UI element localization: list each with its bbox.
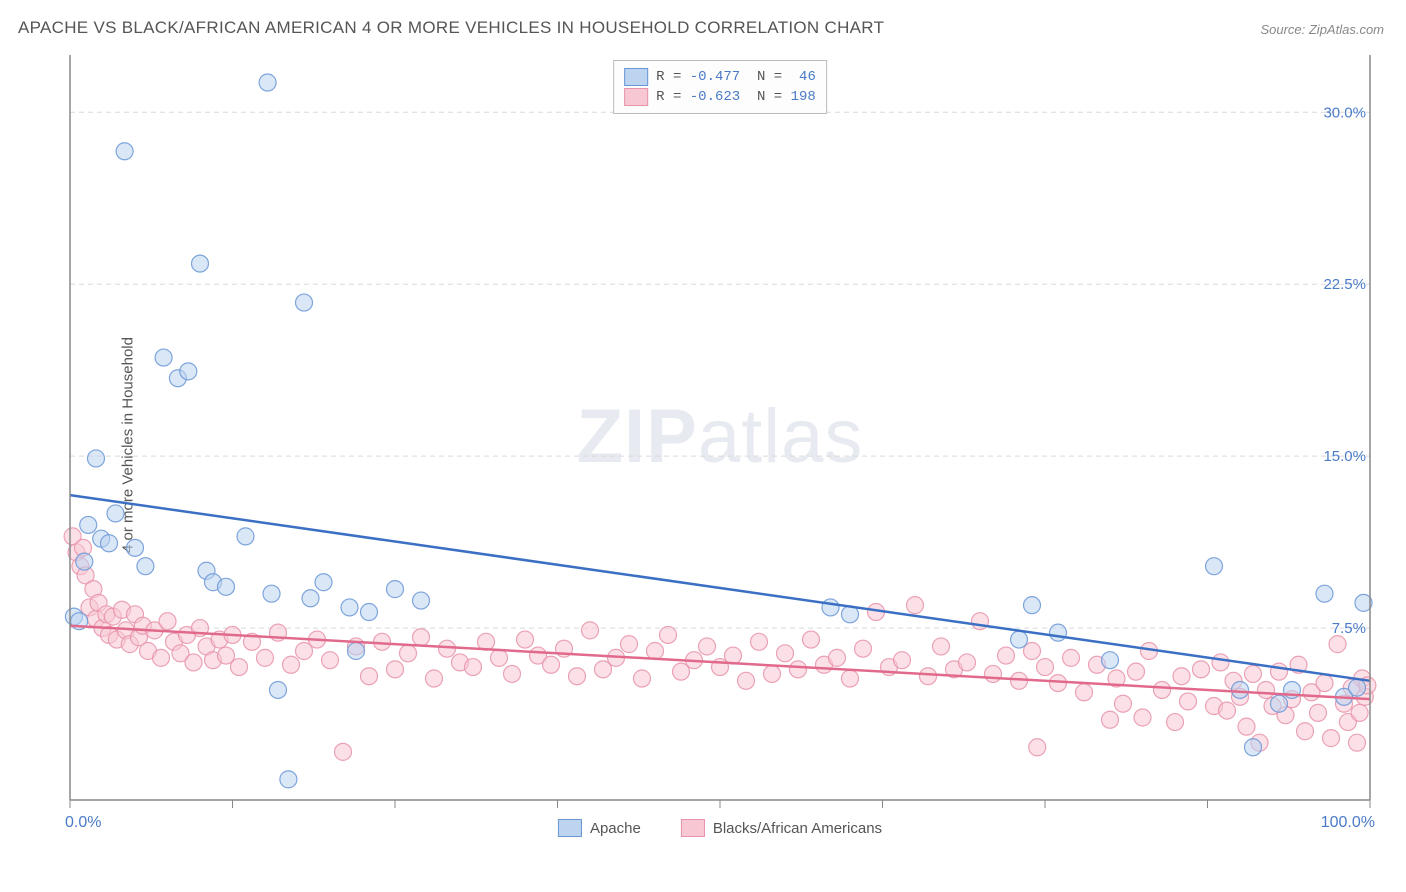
scatter-plot: 7.5% 15.0% 22.5% 30.0%	[55, 55, 1385, 835]
svg-text:30.0%: 30.0%	[1323, 104, 1366, 121]
chart-title: APACHE VS BLACK/AFRICAN AMERICAN 4 OR MO…	[18, 18, 884, 38]
legend-row-blacks: R = -0.623 N = 198	[624, 87, 816, 107]
source-credit: Source: ZipAtlas.com	[1260, 22, 1384, 37]
svg-text:7.5%: 7.5%	[1332, 620, 1366, 637]
swatch-blacks	[624, 88, 648, 106]
swatch-blacks-icon	[681, 819, 705, 837]
x-tick-label-min: 0.0%	[65, 814, 101, 832]
correlation-legend: R = -0.477 N = 46 R = -0.623 N = 198	[613, 60, 827, 114]
legend-item-apache: Apache	[558, 819, 641, 837]
svg-text:15.0%: 15.0%	[1323, 448, 1366, 465]
swatch-apache-icon	[558, 819, 582, 837]
series-legend: Apache Blacks/African Americans	[558, 819, 882, 837]
x-tick-label-max: 100.0%	[1321, 814, 1375, 832]
svg-text:22.5%: 22.5%	[1323, 276, 1366, 293]
legend-item-blacks: Blacks/African Americans	[681, 819, 882, 837]
legend-row-apache: R = -0.477 N = 46	[624, 67, 816, 87]
swatch-apache	[624, 68, 648, 86]
chart-area: 4 or more Vehicles in Household ZIPatlas…	[55, 55, 1385, 835]
legend-label-blacks: Blacks/African Americans	[713, 820, 882, 837]
legend-label-apache: Apache	[590, 820, 641, 837]
